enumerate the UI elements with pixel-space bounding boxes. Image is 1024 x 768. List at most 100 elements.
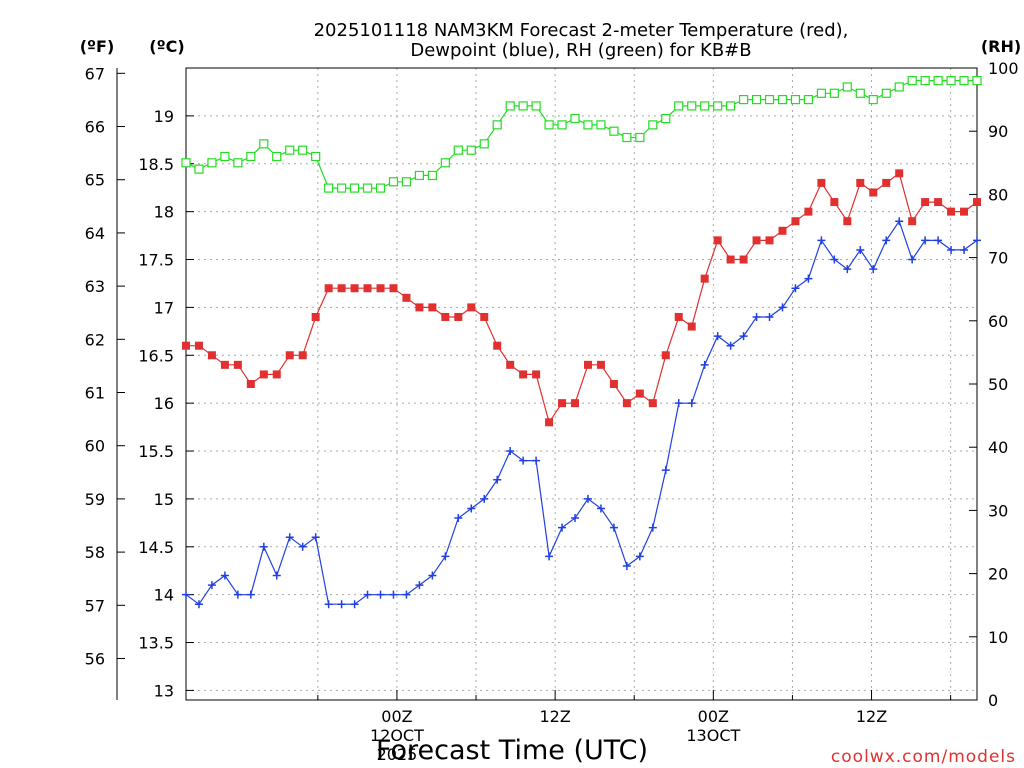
rh-point	[518, 101, 528, 111]
rh-point	[726, 101, 736, 111]
f-tick-label: 63	[85, 277, 105, 296]
x-tick-label: 12Z	[856, 707, 887, 726]
temperature-point	[519, 370, 528, 379]
temperature-point	[389, 284, 398, 293]
dewpoint-point	[648, 523, 657, 532]
dewpoint-point	[817, 236, 826, 245]
rh-point	[362, 183, 373, 193]
temperature-point	[545, 418, 554, 427]
dewpoint-point	[609, 523, 618, 532]
rh-point	[181, 158, 191, 168]
rh-point	[609, 126, 619, 136]
temperature-point	[843, 217, 852, 226]
rh-point	[285, 145, 295, 155]
f-tick-label: 60	[85, 437, 105, 456]
chart-title-line1: 2025101118 NAM3KM Forecast 2-meter Tempe…	[314, 20, 849, 41]
dewpoint-point	[895, 217, 904, 226]
rh-point	[453, 145, 463, 155]
rh-tick-label: 90	[988, 122, 1008, 141]
temperature-point	[765, 236, 774, 245]
rh-tick-label: 40	[988, 438, 1008, 457]
rh-point	[388, 177, 399, 187]
rh-point	[401, 177, 412, 187]
temperature-point	[869, 188, 878, 197]
dewpoint-point	[752, 312, 761, 321]
dewpoint-point	[843, 265, 852, 274]
temperature-point	[311, 312, 320, 321]
temperature-point	[596, 360, 605, 369]
dewpoint-point	[337, 600, 346, 609]
temperature-point	[804, 207, 813, 216]
temperature-point	[402, 293, 411, 302]
rh-point	[777, 94, 788, 105]
c-tick-label: 14.5	[138, 538, 174, 557]
temperature-point	[583, 360, 592, 369]
dewpoint-point	[285, 533, 294, 542]
temperature-point	[272, 370, 281, 379]
dewpoint-point	[687, 399, 696, 408]
chart-title-line2: Dewpoint (blue), RH (green) for KB#B	[410, 40, 751, 61]
dewpoint-point	[506, 447, 515, 456]
rh-point	[700, 101, 710, 111]
rh-point	[946, 76, 956, 86]
dewpoint-point	[869, 265, 878, 274]
rh-point	[324, 183, 334, 193]
rh-point	[868, 94, 878, 105]
rh-point	[635, 132, 645, 143]
rh-point	[337, 183, 347, 193]
rh-point	[972, 76, 982, 86]
dewpoint-point	[726, 341, 735, 350]
rh-point	[505, 101, 515, 111]
temperature-point	[778, 226, 787, 235]
rh-point	[881, 88, 891, 98]
temperature-series	[182, 169, 981, 427]
rh-point	[687, 101, 697, 111]
dewpoint-point	[272, 571, 281, 580]
dewpoint-point	[194, 600, 203, 609]
dewpoint-point	[402, 590, 411, 599]
rh-point	[557, 120, 567, 130]
fahrenheit-unit-label: (ºF)	[80, 37, 115, 56]
rh-point	[246, 151, 256, 162]
dewpoint-point	[233, 590, 242, 599]
rh-point	[648, 120, 658, 130]
temperature-point	[376, 284, 385, 293]
series-layer	[181, 76, 982, 609]
rh-unit-label: (RH)	[981, 37, 1021, 56]
c-tick-label: 16	[154, 394, 174, 413]
temperature-point	[752, 236, 761, 245]
temperature-point	[285, 351, 294, 360]
temperature-point	[298, 351, 307, 360]
dewpoint-point	[454, 514, 463, 523]
temperature-point	[973, 198, 981, 207]
temperature-point	[532, 370, 541, 379]
f-tick-label: 58	[85, 543, 105, 562]
dewpoint-point	[713, 332, 722, 341]
rh-point	[674, 101, 684, 111]
temperature-line	[186, 172, 978, 424]
rh-point	[259, 139, 269, 149]
temperature-point	[960, 207, 969, 216]
f-tick-label: 64	[85, 224, 105, 243]
temperature-point	[194, 341, 203, 350]
temperature-point	[947, 207, 956, 216]
f-tick-label: 59	[85, 490, 105, 509]
rh-point	[544, 120, 554, 130]
rh-series	[181, 76, 982, 193]
rh-point	[816, 88, 826, 98]
fahrenheit-axis: 56 57 58 59 60 61 62 63 64 65 66 67	[85, 64, 125, 669]
dewpoint-point	[596, 504, 605, 513]
f-tick-label: 62	[85, 330, 105, 349]
temperature-point	[817, 178, 826, 187]
temperature-point	[609, 380, 618, 388]
rh-point	[790, 94, 801, 105]
c-tick-label: 19	[154, 107, 174, 126]
dewpoint-point	[376, 590, 385, 599]
dewpoint-point	[934, 236, 943, 245]
dewpoint-point	[778, 303, 787, 312]
dewpoint-point	[908, 255, 917, 264]
x-tick-date: 13OCT	[686, 726, 740, 745]
rh-point	[894, 82, 904, 92]
